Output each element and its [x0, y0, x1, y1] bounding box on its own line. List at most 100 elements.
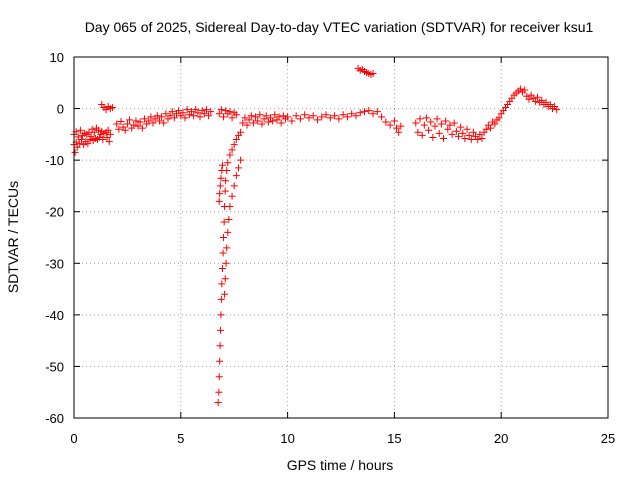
data-points [70, 64, 561, 407]
data-point [386, 121, 394, 129]
data-point [217, 295, 225, 303]
data-point [87, 132, 95, 140]
data-point [170, 114, 178, 122]
data-point [216, 190, 224, 198]
data-point [305, 114, 313, 122]
data-point [218, 264, 226, 272]
data-point [132, 117, 140, 125]
data-point [249, 119, 257, 127]
data-point [476, 130, 484, 138]
data-point [147, 113, 155, 121]
y-tick-label: -30 [45, 256, 64, 271]
data-point [217, 311, 225, 319]
data-point [478, 134, 486, 142]
data-point [228, 146, 236, 154]
data-point [200, 110, 208, 118]
data-point [117, 117, 125, 125]
data-point [158, 113, 166, 121]
data-point [474, 136, 482, 144]
data-point [217, 174, 225, 182]
data-point [352, 112, 360, 120]
data-point [219, 249, 227, 257]
data-point [322, 111, 330, 119]
data-point [202, 106, 210, 114]
data-point [160, 119, 168, 127]
x-tick-label: 5 [177, 431, 184, 446]
data-point [418, 131, 426, 139]
y-tick-label: 10 [50, 50, 64, 65]
y-tick-label: -60 [45, 411, 64, 426]
data-point [134, 122, 142, 130]
data-point [126, 116, 134, 124]
data-point [433, 115, 441, 123]
data-point [232, 172, 240, 180]
data-point [71, 148, 79, 156]
data-point [205, 112, 213, 120]
data-point [247, 112, 255, 120]
data-point [422, 114, 430, 122]
data-point [86, 136, 94, 144]
data-point [416, 115, 424, 123]
data-point [442, 117, 450, 125]
data-point [237, 156, 245, 164]
data-point [225, 215, 233, 223]
data-point [365, 107, 373, 115]
data-point [224, 159, 232, 167]
y-tick-label: 0 [57, 102, 64, 117]
data-point [397, 122, 405, 130]
data-point [542, 98, 550, 106]
data-point [339, 111, 347, 119]
data-point [155, 117, 163, 125]
data-point [90, 128, 98, 136]
data-point [140, 115, 148, 123]
data-point [221, 187, 229, 195]
data-point [108, 104, 116, 112]
data-point [277, 119, 285, 127]
data-point [245, 116, 253, 124]
data-point [226, 203, 234, 211]
data-point [232, 111, 240, 119]
data-point [181, 114, 189, 122]
data-point [444, 125, 452, 133]
data-point [465, 131, 473, 139]
data-point [216, 342, 224, 350]
data-point [175, 107, 183, 115]
data-point [237, 128, 245, 136]
data-point [395, 128, 403, 136]
data-point [162, 110, 170, 118]
data-point [369, 70, 377, 78]
data-point [469, 128, 477, 136]
data-point [113, 120, 121, 128]
data-point [241, 114, 249, 122]
data-point [77, 136, 85, 144]
data-point [215, 373, 223, 381]
data-point [390, 117, 398, 125]
data-point [218, 280, 226, 288]
data-point [99, 136, 107, 144]
x-axis-label: GPS time / hours [287, 457, 394, 473]
x-tick-label: 10 [280, 431, 294, 446]
data-point [452, 127, 460, 135]
data-point [153, 112, 161, 120]
data-point [331, 112, 339, 120]
data-point [97, 130, 105, 138]
chart-title: Day 065 of 2025, Sidereal Day-to-day VTE… [85, 19, 594, 35]
data-point [360, 108, 368, 116]
x-tick-label: 15 [387, 431, 401, 446]
data-point [431, 122, 439, 130]
data-point [224, 228, 232, 236]
data-point [491, 120, 499, 128]
data-point [179, 109, 187, 117]
data-point [525, 95, 533, 103]
data-point [356, 109, 364, 117]
data-point [284, 113, 292, 121]
data-point [166, 112, 174, 120]
data-point [222, 259, 230, 267]
data-point [254, 117, 262, 125]
data-point [309, 112, 317, 120]
data-point [123, 120, 131, 128]
data-point [221, 290, 229, 298]
data-point [326, 114, 334, 122]
data-point [106, 130, 114, 138]
data-point [369, 110, 377, 118]
